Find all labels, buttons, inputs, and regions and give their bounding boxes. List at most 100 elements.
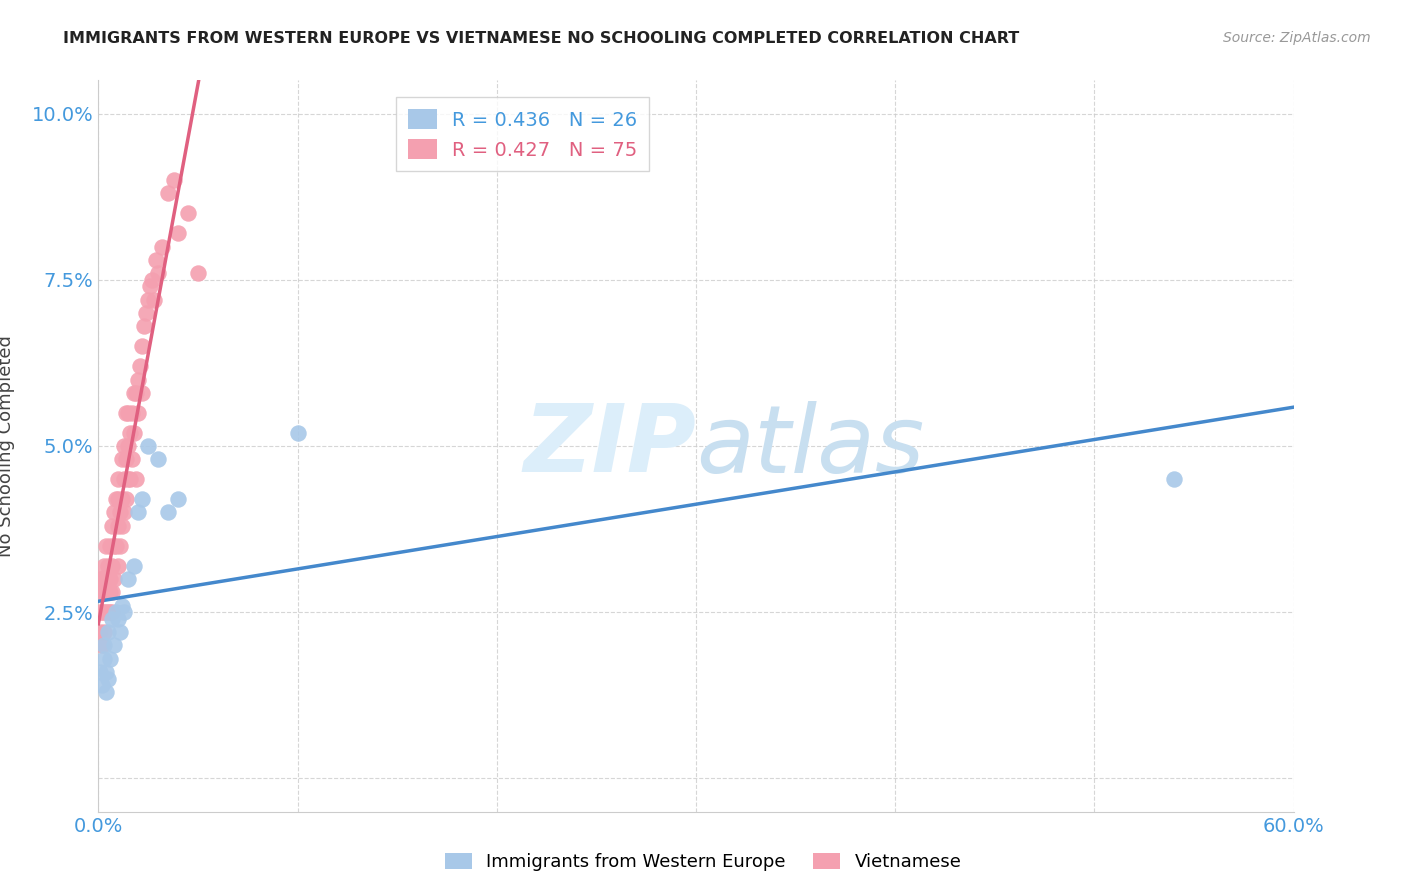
Point — [167, 492, 190, 507]
Point — [97, 558, 120, 573]
Point — [98, 652, 122, 666]
Point — [103, 506, 125, 520]
Point — [97, 605, 120, 619]
Point — [127, 372, 149, 386]
Point — [112, 439, 135, 453]
Point — [117, 439, 139, 453]
Point — [98, 572, 122, 586]
Text: IMMIGRANTS FROM WESTERN EUROPE VS VIETNAMESE NO SCHOOLING COMPLETED CORRELATION : IMMIGRANTS FROM WESTERN EUROPE VS VIETNA… — [63, 31, 1019, 46]
Point — [141, 273, 163, 287]
Point — [110, 625, 132, 640]
Point — [163, 173, 186, 187]
Point — [101, 612, 124, 626]
Point — [167, 226, 190, 240]
Point — [91, 678, 114, 692]
Point — [107, 612, 129, 626]
Point — [121, 406, 143, 420]
Point — [105, 605, 128, 619]
Point — [139, 279, 162, 293]
Point — [187, 266, 209, 280]
Legend: R = 0.436   N = 26, R = 0.427   N = 75: R = 0.436 N = 26, R = 0.427 N = 75 — [396, 97, 650, 171]
Point — [89, 605, 111, 619]
Point — [129, 359, 152, 374]
Point — [125, 385, 148, 400]
Point — [91, 585, 114, 599]
Point — [157, 506, 180, 520]
Point — [105, 492, 128, 507]
Point — [131, 492, 153, 507]
Point — [124, 425, 146, 440]
Point — [96, 572, 118, 586]
Point — [136, 293, 159, 307]
Point — [127, 406, 149, 420]
Point — [93, 605, 115, 619]
Point — [98, 539, 122, 553]
Point — [145, 252, 167, 267]
Point — [120, 472, 142, 486]
Point — [103, 639, 125, 653]
Point — [101, 585, 124, 599]
Point — [103, 539, 125, 553]
Point — [111, 452, 134, 467]
Point — [124, 558, 146, 573]
Point — [111, 599, 134, 613]
Point — [107, 472, 129, 486]
Point — [125, 472, 148, 486]
Point — [148, 452, 170, 467]
Point — [103, 572, 125, 586]
Legend: Immigrants from Western Europe, Vietnamese: Immigrants from Western Europe, Vietname… — [437, 846, 969, 879]
Text: atlas: atlas — [696, 401, 924, 491]
Point — [98, 605, 122, 619]
Point — [112, 605, 135, 619]
Point — [117, 472, 139, 486]
Point — [127, 506, 149, 520]
Point — [97, 585, 120, 599]
Text: Source: ZipAtlas.com: Source: ZipAtlas.com — [1223, 31, 1371, 45]
Point — [287, 425, 309, 440]
Point — [1163, 472, 1185, 486]
Point — [111, 518, 134, 533]
Point — [97, 625, 120, 640]
Point — [96, 685, 118, 699]
Point — [143, 293, 166, 307]
Point — [96, 539, 118, 553]
Text: ZIP: ZIP — [523, 400, 696, 492]
Point — [117, 572, 139, 586]
Point — [101, 605, 124, 619]
Point — [89, 572, 111, 586]
Point — [93, 558, 115, 573]
Point — [89, 665, 111, 679]
Point — [91, 605, 114, 619]
Point — [93, 652, 115, 666]
Point — [135, 306, 157, 320]
Point — [98, 585, 122, 599]
Point — [131, 339, 153, 353]
Point — [107, 492, 129, 507]
Point — [110, 539, 132, 553]
Point — [93, 625, 115, 640]
Point — [91, 572, 114, 586]
Point — [112, 506, 135, 520]
Point — [107, 518, 129, 533]
Point — [148, 266, 170, 280]
Point — [96, 665, 118, 679]
Point — [96, 605, 118, 619]
Point — [115, 452, 138, 467]
Point — [97, 672, 120, 686]
Point — [91, 639, 114, 653]
Point — [107, 558, 129, 573]
Point — [112, 472, 135, 486]
Point — [111, 492, 134, 507]
Point — [105, 539, 128, 553]
Point — [150, 239, 173, 253]
Point — [136, 439, 159, 453]
Point — [115, 492, 138, 507]
Point — [134, 319, 156, 334]
Point — [121, 452, 143, 467]
Point — [89, 625, 111, 640]
Point — [120, 425, 142, 440]
Point — [131, 385, 153, 400]
Point — [177, 206, 200, 220]
Point — [115, 406, 138, 420]
Y-axis label: No Schooling Completed: No Schooling Completed — [0, 335, 15, 557]
